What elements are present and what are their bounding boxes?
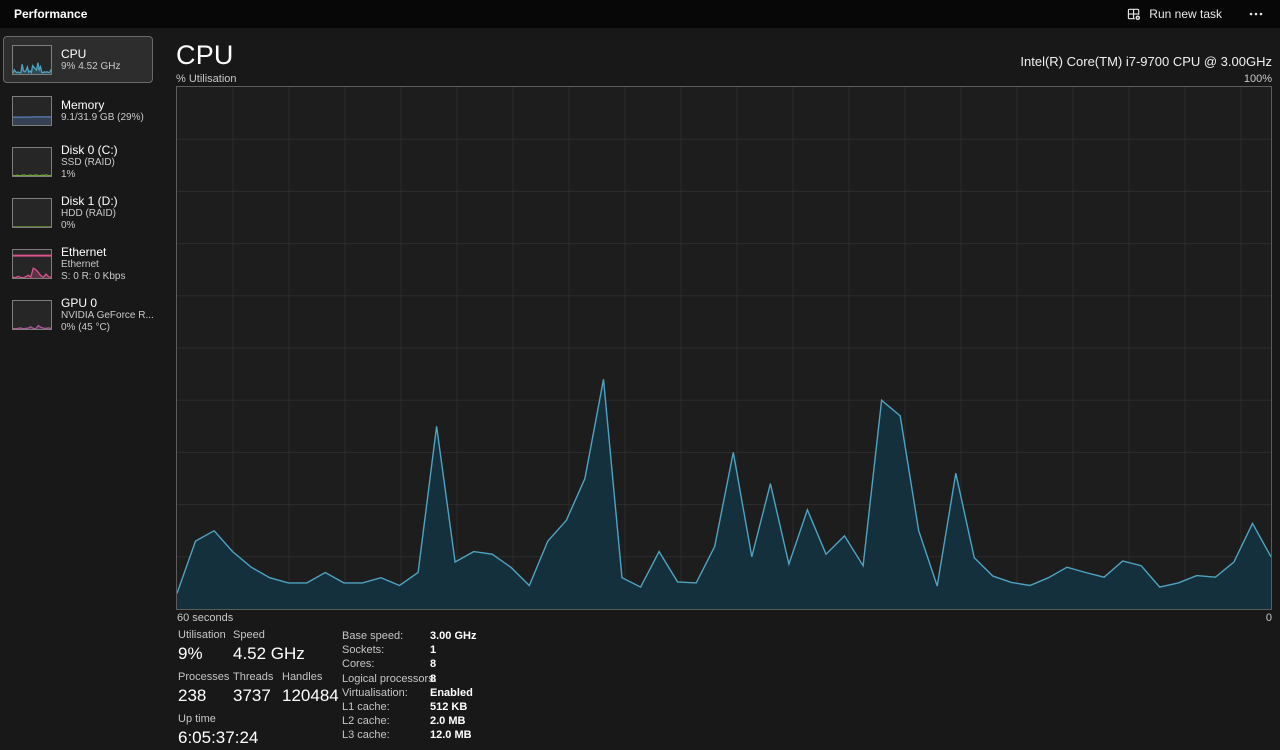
stat-value-l3-cache: 12.0 MB [430, 729, 472, 742]
sidebar-item-sub: NVIDIA GeForce R... [61, 310, 154, 321]
stat-value-l2-cache: 2.0 MB [430, 715, 466, 728]
sidebar-item-title: Memory [61, 97, 105, 112]
stat-value-cores: 8 [430, 658, 437, 671]
run-new-task-icon [1127, 7, 1142, 22]
stat-label-cores: Cores: [342, 658, 375, 671]
stat-value-handles: 120484 [282, 686, 339, 705]
stat-value-sockets: 1 [430, 644, 437, 657]
disk0-mini-graph [12, 146, 52, 177]
page-title: Performance [14, 7, 88, 21]
axis-label-0: 0 [1265, 612, 1272, 624]
stat-label-speed: Speed [233, 629, 265, 641]
cpu-mini-graph [12, 44, 52, 75]
stat-label-l3-cache: L3 cache: [342, 729, 390, 742]
ellipsis-icon [1248, 6, 1264, 22]
performance-sidebar: CPU 9% 4.52 GHz Memory 9.1/31.9 GB (29%)… [3, 36, 154, 338]
sidebar-item-sub: 1% [61, 168, 76, 180]
stat-value-l1-cache: 512 KB [430, 701, 468, 714]
sidebar-item-cpu[interactable]: CPU 9% 4.52 GHz [3, 36, 153, 83]
axis-label-utilisation: % Utilisation [176, 73, 237, 85]
stat-label-sockets: Sockets: [342, 644, 385, 657]
stat-value-uptime: 6:05:37:24 [178, 728, 259, 747]
sidebar-item-gpu0[interactable]: GPU 0 NVIDIA GeForce R... 0% (45 °C) [3, 291, 154, 338]
stat-label-l1-cache: L1 cache: [342, 701, 390, 714]
cpu-stats-right: Base speed: 3.00 GHz Sockets: 1 Cores: 8… [342, 629, 476, 743]
sidebar-item-sub: 0% [61, 219, 76, 231]
stat-label-handles: Handles [282, 671, 323, 683]
stat-label-base-speed: Base speed: [342, 630, 404, 643]
sidebar-item-sub: HDD (RAID) [61, 208, 116, 219]
sidebar-item-disk0[interactable]: Disk 0 (C:) SSD (RAID) 1% [3, 138, 153, 185]
sidebar-item-sub: 9.1/31.9 GB (29%) [61, 111, 144, 123]
stat-value-base-speed: 3.00 GHz [430, 630, 477, 643]
stat-value-virtualisation: Enabled [430, 686, 473, 699]
stat-label-l2-cache: L2 cache: [342, 715, 390, 728]
cpu-stats-left: Utilisation Speed 9% 4.52 GHz Processes … [178, 628, 339, 750]
memory-mini-graph [12, 95, 52, 126]
stat-label-utilisation: Utilisation [178, 629, 226, 641]
cpu-heading: CPU [176, 40, 234, 70]
stat-value-processes: 238 [178, 686, 207, 705]
cpu-utilisation-chart [176, 86, 1272, 610]
gpu0-mini-graph [12, 299, 52, 330]
sidebar-item-ethernet[interactable]: Ethernet Ethernet S: 0 R: 0 Kbps [3, 240, 153, 287]
stat-value-utilisation: 9% [178, 644, 203, 663]
sidebar-item-sub: Ethernet [61, 259, 99, 270]
stat-label-processes: Processes [178, 671, 230, 683]
stat-label-logical-processors: Logical processors: [342, 672, 437, 685]
sidebar-item-sub: 0% (45 °C) [61, 321, 111, 333]
stat-label-threads: Threads [233, 671, 274, 683]
sidebar-item-sub: SSD (RAID) [61, 157, 115, 168]
title-bar: Performance Run new task [0, 0, 1280, 28]
run-new-task-label: Run new task [1149, 7, 1222, 21]
axis-label-100pct: 100% [1243, 73, 1272, 85]
stat-label-uptime: Up time [178, 713, 216, 725]
sidebar-item-title: CPU [61, 46, 87, 61]
sidebar-item-title: Disk 0 (C:) [61, 143, 118, 157]
sidebar-item-title: Disk 1 (D:) [61, 194, 118, 208]
processor-name: Intel(R) Core(TM) i7-9700 CPU @ 3.00GHz [1020, 54, 1272, 69]
sidebar-item-title: Ethernet [61, 245, 107, 259]
stat-value-speed: 4.52 GHz [233, 644, 305, 663]
axis-label-60s: 60 seconds [177, 612, 234, 624]
sidebar-item-sub: S: 0 R: 0 Kbps [61, 270, 126, 282]
sidebar-item-disk1[interactable]: Disk 1 (D:) HDD (RAID) 0% [3, 189, 153, 236]
stat-value-logical-processors: 8 [430, 672, 437, 685]
ethernet-mini-graph [12, 248, 52, 279]
stat-value-threads: 3737 [233, 686, 271, 705]
disk1-mini-graph [12, 197, 52, 228]
sidebar-item-title: GPU 0 [61, 296, 98, 310]
stat-label-virtualisation: Virtualisation: [342, 686, 408, 699]
more-options-button[interactable] [1242, 3, 1270, 25]
sidebar-item-sub: 9% 4.52 GHz [61, 60, 121, 72]
run-new-task-button[interactable]: Run new task [1121, 4, 1228, 25]
sidebar-item-memory[interactable]: Memory 9.1/31.9 GB (29%) [3, 87, 153, 134]
